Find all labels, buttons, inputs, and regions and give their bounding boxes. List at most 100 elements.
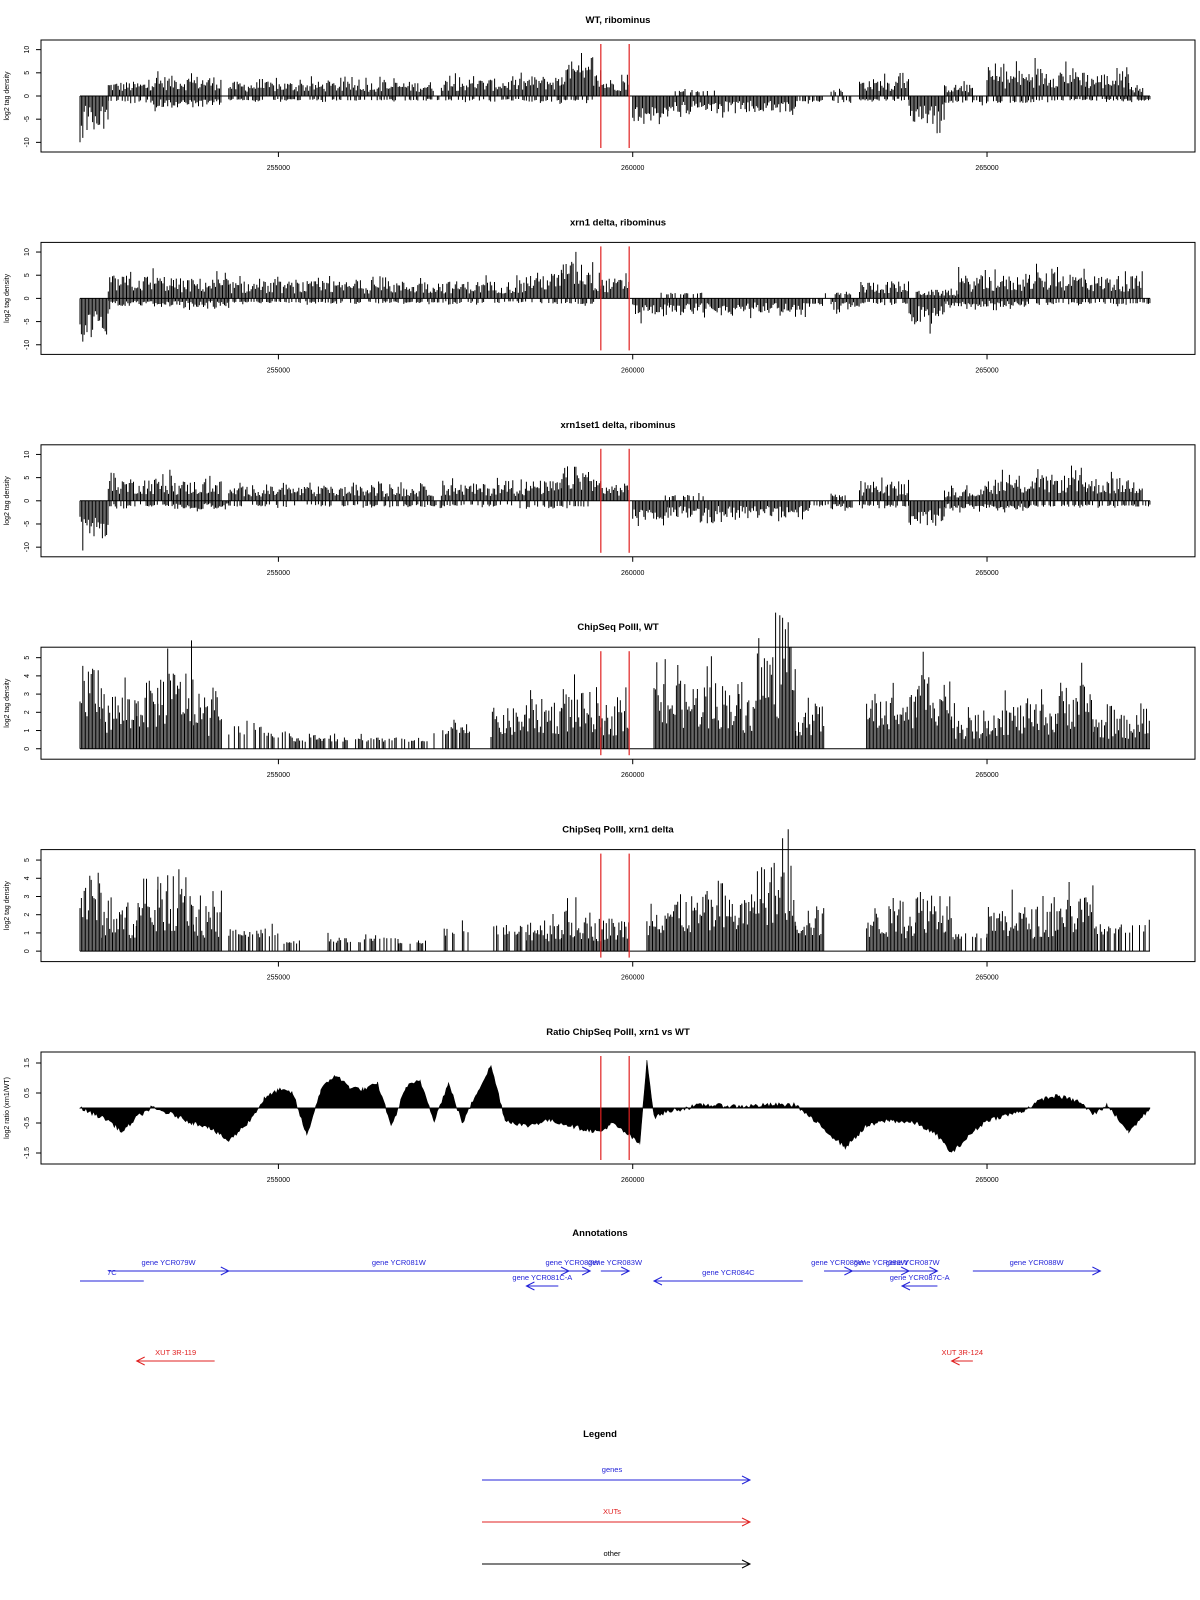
y-tick-label: 3 [24,894,31,898]
feature-label: gene YCR087C-A [890,1273,950,1282]
panel-title: xrn1 delta, ribominus [570,217,666,228]
bar-segment [107,298,230,310]
bar-segment [859,477,909,501]
y-tick-label: -10 [24,542,31,552]
x-tick-label: 255000 [267,1177,290,1184]
y-tick-label: -0.5 [24,1117,31,1129]
bar-segment [398,940,426,952]
feature-arrowhead [581,1266,592,1276]
y-axis-label: log2 tag density [4,71,11,121]
bar-segment [830,493,846,501]
legend-item: other [482,1549,752,1569]
bar-segment [674,89,715,96]
annotation-feature: XUT 3R-124 [941,1348,983,1366]
bar-segment [228,276,434,299]
bar-segment [1092,703,1150,749]
bar-segment [859,96,909,102]
annotation-track: Annotations 7C gene YCR079W gene YCR081W ge… [80,1228,1102,1366]
bar-segment [944,96,1029,106]
series-plus [107,251,1143,299]
bar-segment [1057,662,1094,749]
bar-segment [228,481,434,501]
feature-arrowhead [652,1276,663,1286]
y-tick-label: 10 [24,248,31,256]
bar-segment [228,720,262,749]
bar-segment [157,640,194,749]
bar-segment [944,298,1029,311]
feature-arrowhead [950,1356,960,1366]
bar-segment [830,500,853,511]
bar-segment [832,96,852,103]
bar-segment [561,466,594,501]
feature-label: gene YCR085W [811,1258,866,1267]
y-tick-label: -10 [24,340,31,350]
annotation-features: 7C gene YCR079W gene YCR081W gene YCR081C-A… [80,1258,1102,1366]
feature-label: XUT 3R-119 [155,1348,196,1357]
bar-segment [860,298,908,306]
annotation-feature: gene YCR087C-A [890,1273,950,1291]
y-axis-label: log2 tag density [4,881,11,931]
annotation-feature: gene YCR087W [886,1258,941,1276]
feature-label: gene YCR087W [886,1258,941,1267]
y-tick-label: 2 [24,710,31,714]
bar-segment [263,731,293,749]
bar-segment [944,485,987,501]
series-minus [79,500,1151,551]
bar-segment [171,500,229,512]
panel-2: xrn1 delta, ribominus log2 tag density 10 5… [4,217,1196,374]
bar-segment [944,81,973,96]
bar-segment [951,703,988,749]
bar-segment [109,500,169,509]
legend-title: Legend [583,1429,617,1440]
bar-segment [1128,83,1144,96]
y-tick-label: 0 [24,296,31,300]
panel-5: ChipSeq PolII, xrn1 delta log2 tag densit… [4,825,1196,982]
x-tick-label: 265000 [975,772,998,779]
bar-segment [228,76,434,96]
y-tick-label: -1.5 [24,1147,31,1159]
bar-segment [440,72,526,96]
y-tick-label: 4 [24,674,31,678]
feature-label: gene YCR079W [142,1258,197,1267]
bar-segment [493,925,527,952]
bar-segment [525,480,562,501]
bar-segment [830,88,843,96]
bar-segment [228,500,521,509]
bar-segment [738,682,754,749]
bar-segment [809,500,829,507]
y-tick-label: 5 [24,858,31,862]
ratio-area [79,1059,1151,1153]
x-tick-label: 265000 [975,975,998,982]
bar-segment [561,53,594,96]
bar-segment [664,493,704,501]
bar-segment [593,918,630,952]
bar-segment [915,651,952,749]
bar-segment [738,894,754,952]
feature-label: 7C [107,1268,117,1277]
bar-segment [866,898,917,952]
bar-segment [443,920,469,952]
feature-label: gene YCR084C [702,1268,755,1277]
plot-frame [40,1051,1196,1165]
bar-segment [915,288,959,299]
annotation-feature: gene YCR079W [108,1258,230,1276]
legend-arrowhead [741,1517,752,1527]
y-tick-label: 5 [24,476,31,480]
bar-segment [1085,67,1129,96]
bar-segment [866,682,917,749]
x-tick-label: 260000 [621,165,644,172]
bar-segment [952,933,988,952]
feature-arrowhead [900,1281,911,1291]
bar-segment [646,880,739,952]
bar-segment [915,892,952,952]
legend-label: other [603,1549,621,1558]
annotation-feature: gene YCR083W [588,1258,643,1276]
bar-segment [632,500,669,526]
legend-items: genes XUTs other [482,1465,752,1569]
y-tick-label: 0 [24,94,31,98]
y-axis-label: log2 tag density [4,273,11,323]
bar-segment [944,500,1029,513]
bar-segment [228,96,525,103]
annotation-feature: 7C [80,1268,144,1282]
x-tick-label: 260000 [621,772,644,779]
